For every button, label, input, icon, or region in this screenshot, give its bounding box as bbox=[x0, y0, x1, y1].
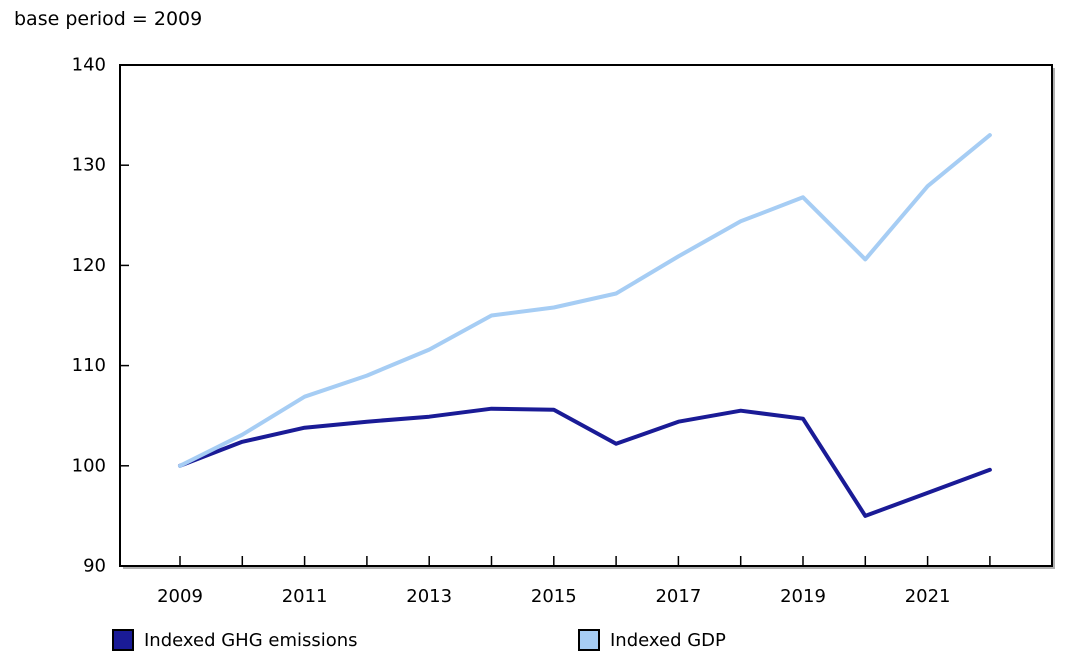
x-tick-label-2021: 2021 bbox=[905, 586, 951, 607]
x-tick-label-2011: 2011 bbox=[282, 586, 328, 607]
chart-title: base period = 2009 bbox=[14, 8, 203, 30]
y-tick-label-100: 100 bbox=[72, 455, 106, 476]
line-chart-plot: 90 100 110 120 130 140 2009 2011 2013 2015 2017 201… bbox=[72, 55, 1055, 607]
x-tick-label-2009: 2009 bbox=[157, 586, 203, 607]
x-tick-label-2019: 2019 bbox=[780, 586, 826, 607]
plot-frame-shadow bbox=[123, 68, 1055, 569]
x-tick-label-2013: 2013 bbox=[406, 586, 452, 607]
y-tick-label-130: 130 bbox=[72, 155, 106, 176]
y-tick-label-140: 140 bbox=[72, 55, 106, 76]
x-tick-label-2015: 2015 bbox=[531, 586, 577, 607]
y-tick-label-120: 120 bbox=[72, 255, 106, 276]
plot-frame bbox=[119, 64, 1053, 567]
x-tick-label-2017: 2017 bbox=[655, 586, 701, 607]
legend-swatch-gdp-icon bbox=[578, 629, 600, 651]
legend-item-gdp: Indexed GDP bbox=[578, 629, 726, 651]
y-tick-label-110: 110 bbox=[72, 355, 106, 376]
series-line-indexed-ghg-emissions bbox=[178, 406, 992, 518]
legend-swatch-ghg-icon bbox=[112, 629, 134, 651]
legend-label-gdp: Indexed GDP bbox=[610, 629, 726, 651]
series-line-indexed-gdp bbox=[178, 133, 992, 468]
legend-item-ghg: Indexed GHG emissions bbox=[112, 629, 358, 651]
y-tick-label-90: 90 bbox=[83, 556, 106, 577]
legend-label-ghg: Indexed GHG emissions bbox=[144, 629, 358, 651]
